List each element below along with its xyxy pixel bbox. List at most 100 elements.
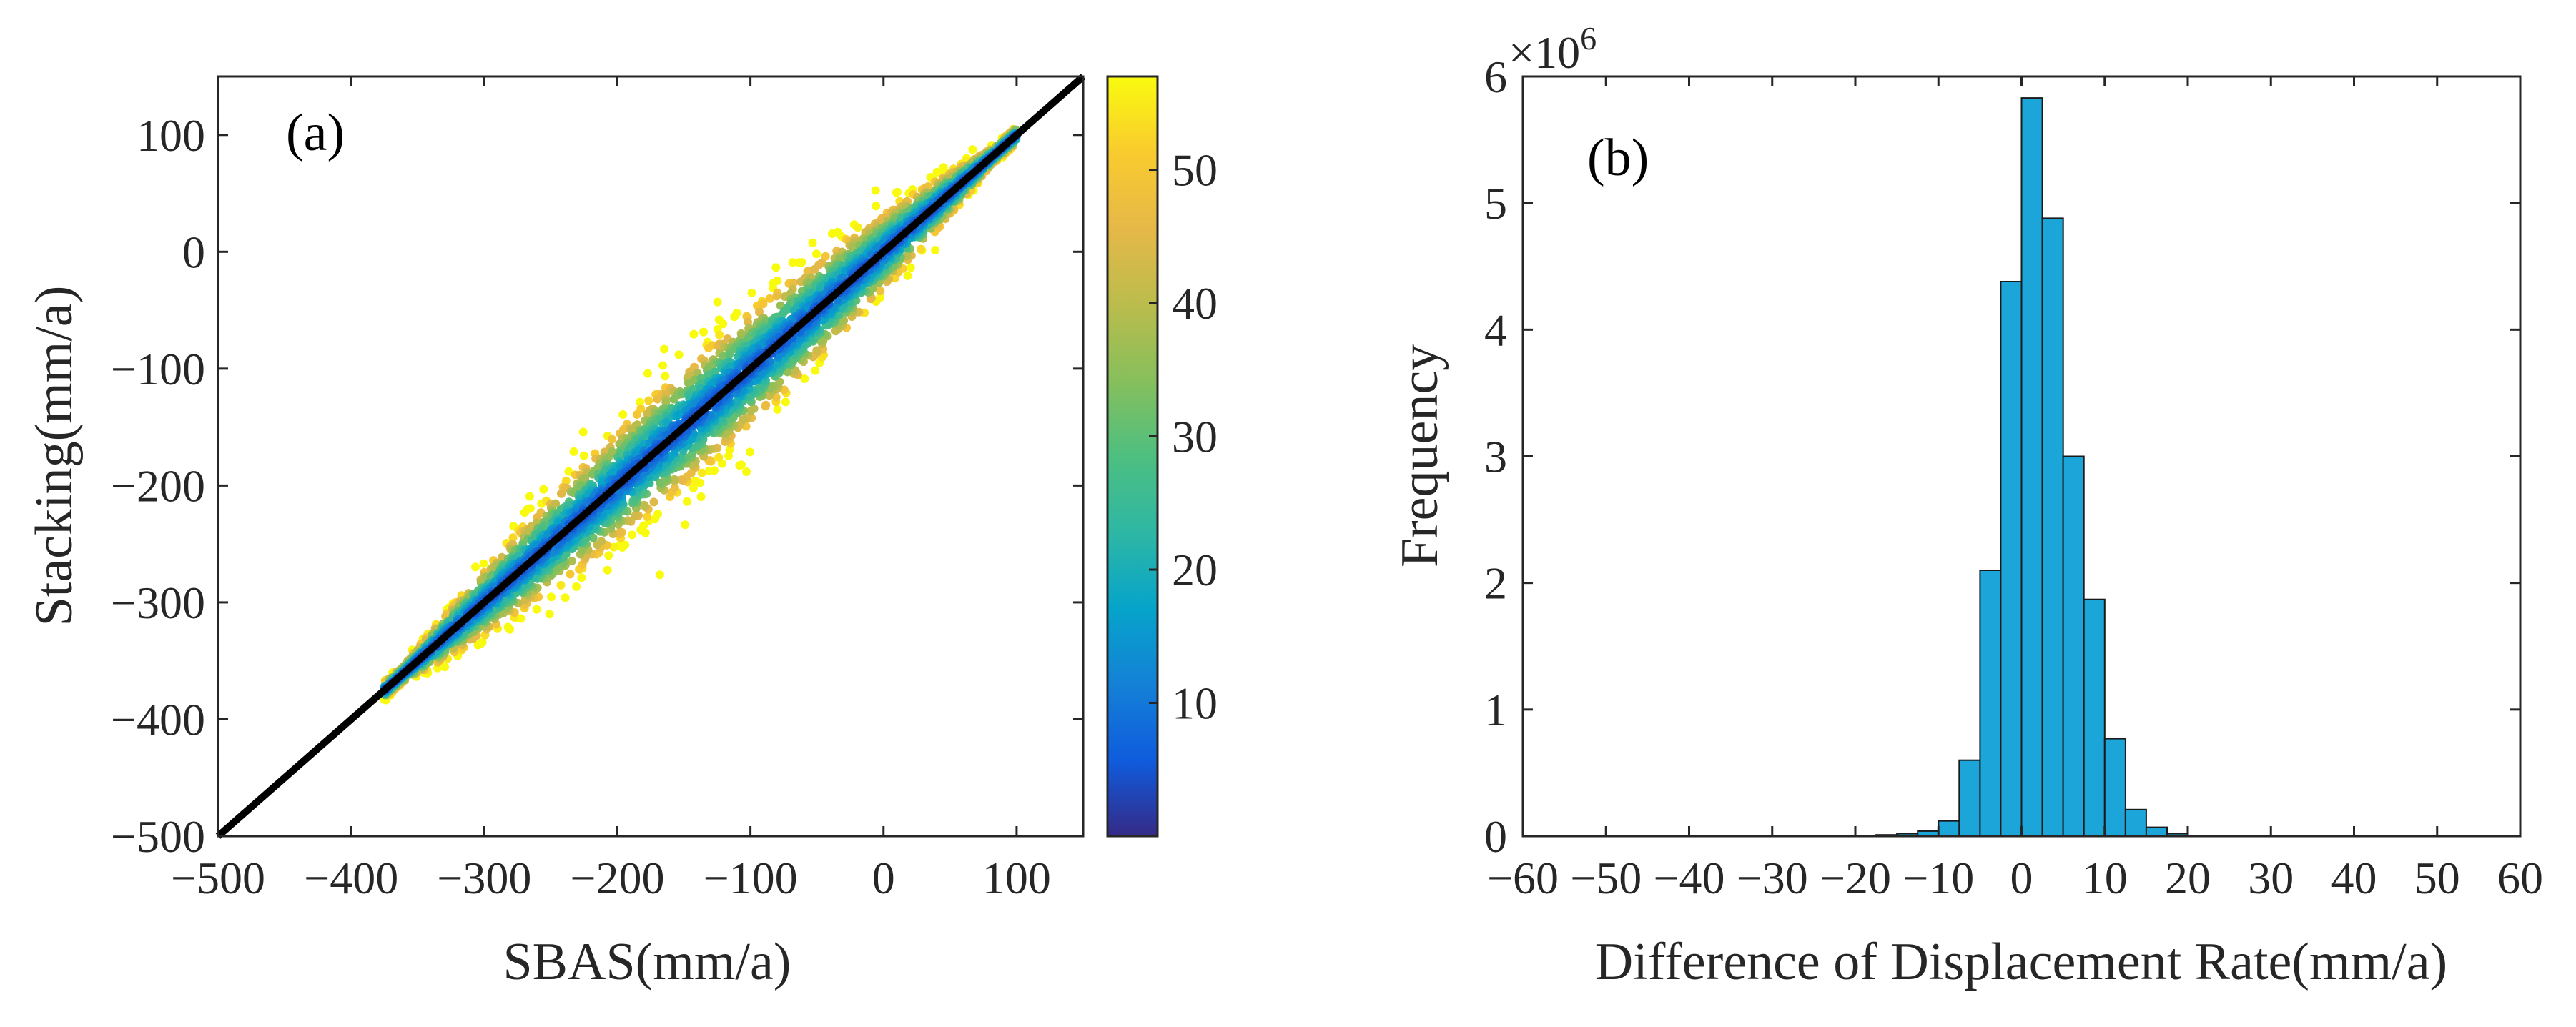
scatter-point <box>812 346 821 355</box>
colorbar-tick-label: 10 <box>1172 678 1218 729</box>
histogram-bar <box>1958 759 1981 837</box>
y-tick-label-a: −500 <box>111 811 205 862</box>
scatter-point <box>658 361 668 370</box>
x-tick-label-a: 100 <box>982 853 1051 903</box>
y-axis-label-a: Stacking(mm/a) <box>25 286 84 627</box>
x-tick-label-b: −40 <box>1653 853 1724 903</box>
scatter-point <box>661 397 671 407</box>
scatter-point <box>471 562 480 572</box>
scatter-point <box>564 467 573 476</box>
histogram-bars <box>1855 97 2210 838</box>
scatter-point <box>616 527 625 537</box>
scatter-point <box>674 350 684 359</box>
scatter-point <box>440 663 450 672</box>
scatter-point <box>639 500 648 510</box>
scatter-point <box>682 497 691 506</box>
scatter-point <box>742 467 751 476</box>
scatter-point <box>848 243 857 252</box>
scatter-point <box>853 223 862 232</box>
colorbar-tick-label: 30 <box>1172 412 1218 462</box>
x-tick-label-b: −60 <box>1487 853 1559 903</box>
scatter-point <box>759 299 768 309</box>
x-tick-label-b: −10 <box>1903 853 1974 903</box>
histogram-bar <box>2083 598 2106 837</box>
scatter-point <box>579 451 588 460</box>
scatter-point <box>670 483 679 492</box>
x-tick-label-a: −500 <box>171 853 265 903</box>
scatter-point <box>717 459 726 468</box>
x-tick-label-a: −100 <box>704 853 798 903</box>
histogram-bar <box>2103 738 2126 837</box>
scatter-point <box>797 258 806 267</box>
colorbar-tick-label: 20 <box>1172 545 1218 595</box>
scatter-point <box>931 246 940 254</box>
scatter-point <box>597 537 606 546</box>
scatter-point <box>567 557 576 565</box>
scatter-point <box>697 468 706 477</box>
scatter-point <box>655 570 664 580</box>
colorbar-tick-label: 50 <box>1172 145 1218 196</box>
scatter-point <box>696 492 706 501</box>
y-tick-label-a: 0 <box>182 227 205 277</box>
scatter-point <box>539 485 548 494</box>
x-tick-label-b: 10 <box>2082 853 2128 903</box>
scatter-point <box>661 372 670 381</box>
scatter-point <box>545 610 554 619</box>
y-tick-label-b: 4 <box>1484 304 1507 355</box>
scatter-point <box>532 605 541 614</box>
scatter-panel-a: −500 −400 −300 −200 −100 0 100 −500−400−300−20… <box>25 74 1218 991</box>
x-tick-label-b: 30 <box>2248 853 2294 903</box>
scatter-point <box>725 445 734 455</box>
scatter-point <box>608 435 617 444</box>
scatter-point <box>765 294 774 303</box>
scatter-point <box>508 533 518 542</box>
scatter-point <box>577 573 586 582</box>
scatter-point <box>811 366 820 375</box>
y-tick-label-b: 2 <box>1484 558 1507 609</box>
scatter-point <box>732 308 741 317</box>
scatter-point <box>866 294 875 304</box>
scatter-point <box>557 489 566 498</box>
scatter-point <box>525 492 534 501</box>
scatter-point <box>714 452 724 462</box>
histogram-bar <box>2020 97 2043 838</box>
panel-label-b: (b) <box>1587 129 1649 187</box>
scatter-point <box>561 593 570 602</box>
scatter-point <box>691 476 700 485</box>
x-ticks-b: −60 −50 −40 −30 −20 −10 0 10 20 30 40 50 60 <box>1487 76 2543 903</box>
x-axis-label-a: SBAS(mm/a) <box>503 933 791 991</box>
scatter-point <box>800 374 809 383</box>
scatter-point <box>609 542 618 552</box>
scatter-point <box>771 263 781 272</box>
colorbar-ticks: 10 20 30 40 50 <box>1149 145 1218 729</box>
scatter-point <box>689 483 698 492</box>
scatter-point <box>479 559 488 568</box>
scatter-point <box>656 478 665 487</box>
scatter-point <box>777 310 786 319</box>
scatter-point <box>473 640 483 650</box>
x-tick-label-a: 0 <box>872 853 895 903</box>
y-ticks-b: 0 1 2 3 4 5 6 <box>1484 51 2520 862</box>
scatter-point <box>812 249 821 259</box>
scatter-point <box>746 406 756 415</box>
scatter-point <box>610 467 618 477</box>
y-tick-label-a: 100 <box>137 110 205 161</box>
scatter-point <box>653 395 662 404</box>
reference-line-y-equals-x <box>215 74 1086 839</box>
scatter-point <box>725 350 734 359</box>
scatter-point <box>525 504 535 513</box>
scatter-point <box>719 319 728 329</box>
histogram-bar <box>2000 281 2023 837</box>
scatter-point <box>872 202 881 211</box>
scatter-point <box>704 466 714 475</box>
x-tick-label-a: −300 <box>437 853 531 903</box>
scatter-point <box>821 252 830 261</box>
scatter-point <box>677 475 686 485</box>
scatter-point <box>876 287 885 295</box>
histogram-panel-b: −60 −50 −40 −30 −20 −10 0 10 20 30 40 50 60 0123456 … <box>1391 20 2543 991</box>
scatter-point <box>699 327 708 337</box>
x-tick-label-b: −30 <box>1737 853 1808 903</box>
scatter-point <box>618 410 628 419</box>
scatter-point <box>745 447 754 457</box>
